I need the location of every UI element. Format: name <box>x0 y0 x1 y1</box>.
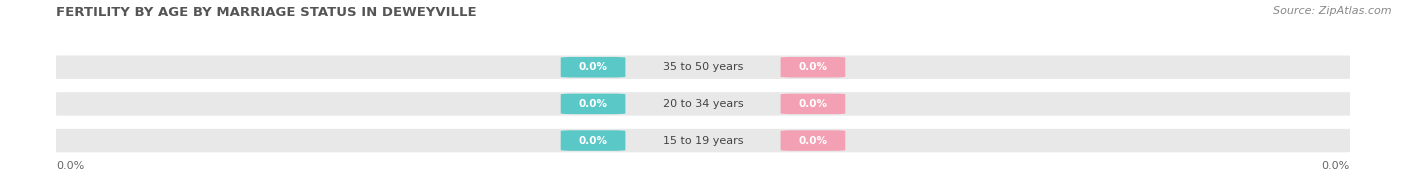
Text: 0.0%: 0.0% <box>578 99 607 109</box>
Text: 35 to 50 years: 35 to 50 years <box>662 62 744 72</box>
Text: FERTILITY BY AGE BY MARRIAGE STATUS IN DEWEYVILLE: FERTILITY BY AGE BY MARRIAGE STATUS IN D… <box>56 6 477 19</box>
Text: 20 to 34 years: 20 to 34 years <box>662 99 744 109</box>
Text: 0.0%: 0.0% <box>578 62 607 72</box>
Text: 0.0%: 0.0% <box>1322 161 1350 171</box>
Text: 0.0%: 0.0% <box>56 161 84 171</box>
Text: Source: ZipAtlas.com: Source: ZipAtlas.com <box>1274 6 1392 16</box>
FancyBboxPatch shape <box>780 130 845 151</box>
Text: 0.0%: 0.0% <box>799 62 828 72</box>
FancyBboxPatch shape <box>561 130 626 151</box>
Text: 0.0%: 0.0% <box>799 136 828 146</box>
FancyBboxPatch shape <box>49 92 1357 116</box>
FancyBboxPatch shape <box>561 94 626 114</box>
Legend: Married, Unmarried: Married, Unmarried <box>623 195 783 196</box>
FancyBboxPatch shape <box>561 57 626 77</box>
Text: 0.0%: 0.0% <box>799 99 828 109</box>
Text: 15 to 19 years: 15 to 19 years <box>662 136 744 146</box>
FancyBboxPatch shape <box>780 57 845 77</box>
FancyBboxPatch shape <box>49 55 1357 79</box>
Text: 0.0%: 0.0% <box>578 136 607 146</box>
FancyBboxPatch shape <box>49 129 1357 152</box>
FancyBboxPatch shape <box>780 94 845 114</box>
